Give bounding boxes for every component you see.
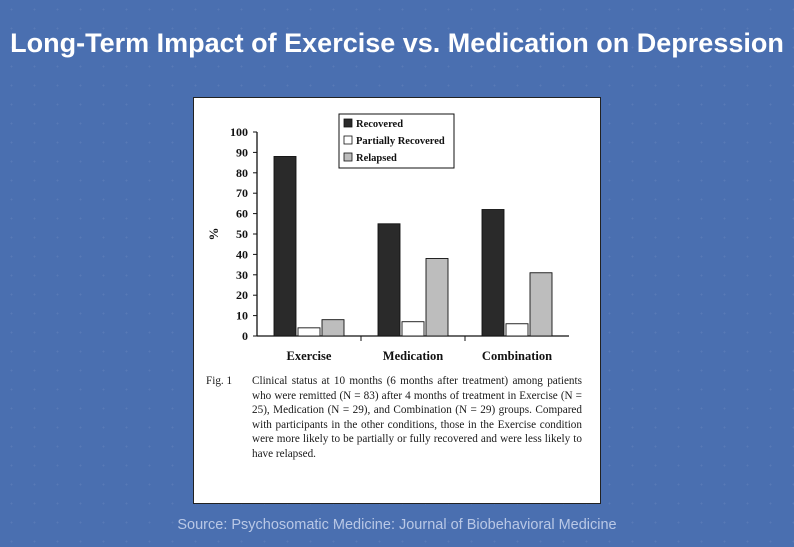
bar-partially-recovered-combination <box>505 323 529 337</box>
figure-card: 0 10 20 30 40 50 60 70 80 90 100% Exercise Medicatio… <box>193 97 601 504</box>
bar-relapsed-medication <box>425 258 449 337</box>
bar-relapsed-exercise <box>321 319 345 337</box>
y-tick-label: 50 <box>236 227 248 241</box>
bar-recovered-medication <box>377 223 401 337</box>
legend-label: Partially Recovered <box>356 136 445 147</box>
bar-chart: 0 10 20 30 40 50 60 70 80 90 100% Exercise Medicatio… <box>206 113 569 363</box>
y-tick-label: 60 <box>236 207 248 221</box>
y-tick-label: 10 <box>236 309 248 323</box>
y-tick-label: 0 <box>242 329 248 343</box>
bar-partially-recovered-exercise <box>297 327 321 337</box>
source-note: Source: Psychosomatic Medicine: Journal … <box>177 517 617 533</box>
y-axis-label: % <box>206 228 221 241</box>
legend-box <box>338 113 455 169</box>
x-category-label: Exercise <box>287 349 332 363</box>
y-tick-label: 70 <box>236 186 248 200</box>
legend-swatch-partially-recovered <box>343 135 353 145</box>
bar-relapsed-combination <box>529 272 553 337</box>
y-tick-label: 20 <box>236 288 248 302</box>
legend-label: Relapsed <box>356 153 397 164</box>
x-category-label: Combination <box>482 349 552 363</box>
x-category-label: Medication <box>383 349 443 363</box>
y-tick-label: 40 <box>236 247 248 261</box>
y-tick-label: 90 <box>236 145 248 159</box>
slide-title: Long-Term Impact of Exercise vs. Medicat… <box>10 28 784 58</box>
legend-label: Recovered <box>356 119 403 130</box>
y-tick-label: 100 <box>230 125 248 139</box>
bar-recovered-exercise <box>273 156 297 337</box>
legend-swatch-recovered <box>343 118 353 128</box>
y-tick-label: 80 <box>236 166 248 180</box>
legend-swatch-relapsed <box>343 152 353 162</box>
bar-recovered-combination <box>481 209 505 337</box>
figure-caption-text: Clinical status at 10 months (6 months a… <box>252 375 582 460</box>
y-tick-label: 30 <box>236 268 248 282</box>
figure-label: Fig. 1 <box>206 375 233 387</box>
bar-partially-recovered-medication <box>401 321 425 337</box>
